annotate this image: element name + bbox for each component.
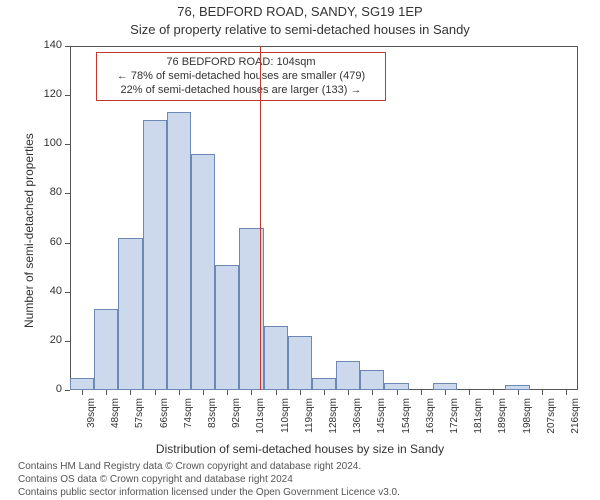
footer-line: Contains public sector information licen…: [18, 486, 400, 499]
x-tick: [251, 390, 252, 395]
histogram-bar: [167, 112, 191, 390]
x-tick-label: 189sqm: [497, 398, 508, 458]
x-tick: [130, 390, 131, 395]
x-tick-label: 181sqm: [473, 398, 484, 458]
histogram-bar: [312, 378, 336, 390]
x-tick-label: 39sqm: [86, 398, 97, 458]
x-tick: [348, 390, 349, 395]
x-tick-label: 92sqm: [231, 398, 242, 458]
y-tick-label: 80: [32, 186, 62, 198]
histogram-bar: [336, 361, 360, 390]
x-tick: [300, 390, 301, 395]
y-tick: [65, 144, 70, 145]
x-tick-label: 83sqm: [207, 398, 218, 458]
x-tick: [276, 390, 277, 395]
x-tick-label: 145sqm: [376, 398, 387, 458]
footer-line: Contains OS data © Crown copyright and d…: [18, 473, 400, 486]
histogram-bar: [215, 265, 239, 390]
x-tick: [421, 390, 422, 395]
histogram-bar: [143, 120, 167, 390]
x-tick-label: 216sqm: [570, 398, 581, 458]
attribution-footer: Contains HM Land Registry data © Crown c…: [18, 460, 400, 499]
x-tick: [566, 390, 567, 395]
histogram-bar: [384, 383, 408, 390]
y-tick-label: 0: [32, 383, 62, 395]
x-tick: [372, 390, 373, 395]
x-tick-label: 136sqm: [352, 398, 363, 458]
y-tick: [65, 243, 70, 244]
y-tick-label: 120: [32, 88, 62, 100]
x-tick-label: 172sqm: [449, 398, 460, 458]
x-tick-label: 57sqm: [134, 398, 145, 458]
x-tick-label: 74sqm: [183, 398, 194, 458]
y-tick-label: 40: [32, 285, 62, 297]
histogram-bar: [94, 309, 118, 390]
histogram-bar: [360, 370, 384, 390]
x-tick: [324, 390, 325, 395]
x-tick: [445, 390, 446, 395]
histogram-bar: [433, 383, 457, 390]
x-tick: [493, 390, 494, 395]
histogram-bar: [264, 326, 288, 390]
x-tick: [227, 390, 228, 395]
x-tick: [397, 390, 398, 395]
x-tick: [82, 390, 83, 395]
x-tick-label: 119sqm: [304, 398, 315, 458]
footer-line: Contains HM Land Registry data © Crown c…: [18, 460, 400, 473]
x-tick: [203, 390, 204, 395]
x-tick-label: 163sqm: [425, 398, 436, 458]
histogram-bar: [118, 238, 142, 390]
y-tick: [65, 390, 70, 391]
x-tick-label: 154sqm: [401, 398, 412, 458]
histogram-bar: [70, 378, 94, 390]
x-tick: [518, 390, 519, 395]
x-tick-label: 198sqm: [522, 398, 533, 458]
y-tick: [65, 292, 70, 293]
y-tick: [65, 46, 70, 47]
x-tick-label: 48sqm: [110, 398, 121, 458]
y-axis-label: Number of semi-detached properties: [22, 133, 36, 328]
x-tick: [469, 390, 470, 395]
annotation-headline: 76 BEDFORD ROAD: 104sqm: [103, 56, 379, 70]
chart-subtitle: Size of property relative to semi-detach…: [0, 22, 600, 37]
y-tick-label: 20: [32, 334, 62, 346]
page-title: 76, BEDFORD ROAD, SANDY, SG19 1EP: [0, 4, 600, 19]
x-tick: [179, 390, 180, 395]
x-tick-label: 66sqm: [159, 398, 170, 458]
x-tick-label: 110sqm: [280, 398, 291, 458]
x-tick-label: 207sqm: [546, 398, 557, 458]
x-tick: [155, 390, 156, 395]
y-tick: [65, 95, 70, 96]
x-tick-label: 128sqm: [328, 398, 339, 458]
annotation-smaller: ← 78% of semi-detached houses are smalle…: [103, 70, 379, 84]
y-tick: [65, 193, 70, 194]
y-tick-label: 60: [32, 236, 62, 248]
x-tick-label: 101sqm: [255, 398, 266, 458]
histogram-bar: [191, 154, 215, 390]
y-tick-label: 100: [32, 137, 62, 149]
y-tick: [65, 341, 70, 342]
x-tick: [542, 390, 543, 395]
histogram-bar: [288, 336, 312, 390]
property-marker-line: [260, 46, 261, 390]
property-annotation-box: 76 BEDFORD ROAD: 104sqm ← 78% of semi-de…: [96, 52, 386, 101]
y-tick-label: 140: [32, 39, 62, 51]
annotation-larger: 22% of semi-detached houses are larger (…: [103, 84, 379, 98]
x-tick: [106, 390, 107, 395]
